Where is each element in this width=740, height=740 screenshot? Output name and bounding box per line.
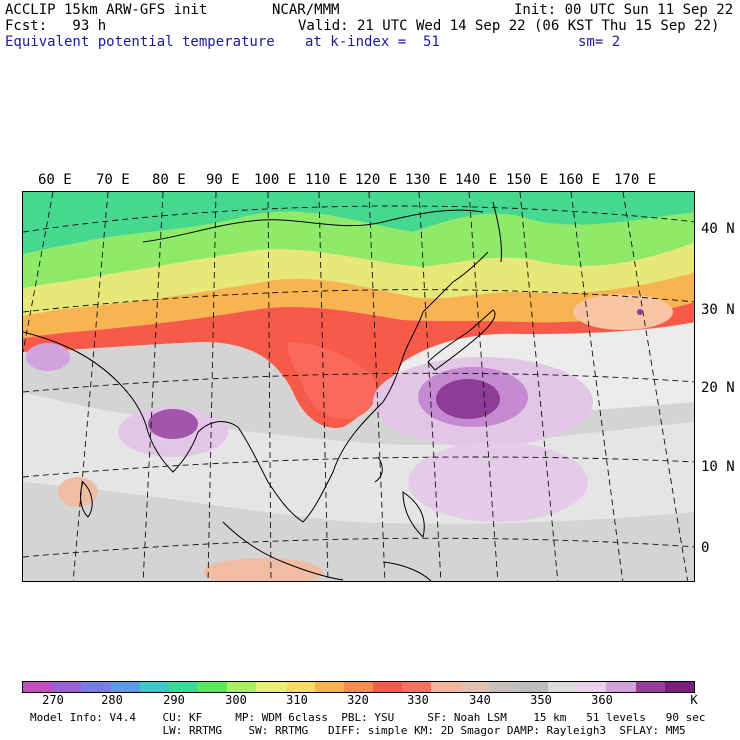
model-title: ACCLIP 15km ARW-GFS init [5,2,208,18]
colorbar-segment [198,682,228,692]
colorbar-label: 330 [407,693,429,707]
colorbar-label: 320 [347,693,369,707]
lat-label: 20 N [701,380,735,396]
lat-label: 0 [701,540,710,556]
colorbar-label: 280 [101,693,123,707]
colorbar-segment [548,682,578,692]
lon-label: 130 E [405,172,448,188]
colorbar-segment [460,682,490,692]
colorbar-segment [168,682,199,692]
colorbar-segment [606,682,636,692]
colorbar-unit: K [690,693,698,707]
valid-time: Valid: 21 UTC Wed 14 Sep 22 (06 KST Thu … [298,18,720,34]
map-panel [22,191,695,582]
colorbar-segment [577,682,607,692]
lat-label: 10 N [701,459,735,475]
forecast-hour: Fcst: 93 h [5,18,107,34]
lon-label: 140 E [455,172,498,188]
init-time: Init: 00 UTC Sun 11 Sep 22 [514,2,734,18]
colorbar-segment [664,682,694,692]
colorbar-segment [402,682,432,692]
colorbar-segment [635,682,665,692]
colorbar-segment [314,682,344,692]
lon-label: 170 E [614,172,657,188]
colorbar-segment [110,682,140,692]
lon-label: 60 E [38,172,72,188]
colorbar-segment [23,682,53,692]
colorbar-segment [227,682,257,692]
lat-label: 40 N [701,221,735,237]
colorbar-segment [52,682,82,692]
footer-model-info: Model Info: V4.4 CU: KF MP: WDM 6class P… [30,711,706,724]
colorbar-segment [139,682,169,692]
lon-label: 150 E [506,172,549,188]
lon-label: 90 E [206,172,240,188]
field-name: Equivalent potential temperature [5,34,275,50]
colorbar-label: 310 [286,693,308,707]
footer-physics-info: LW: RRTMG SW: RRTMG DIFF: simple KM: 2D … [30,724,686,737]
colorbar-segment [431,682,461,692]
lon-label: 80 E [152,172,186,188]
lon-label: 110 E [305,172,348,188]
colorbar-segment [518,682,549,692]
colorbar-segment [256,682,286,692]
center-label: NCAR/MMM [272,2,340,18]
colorbar-label: 350 [530,693,552,707]
colorbar-segment [343,682,374,692]
lon-label: 70 E [96,172,130,188]
lon-label: 100 E [254,172,297,188]
colorbar [22,681,695,693]
colorbar-segment [285,682,315,692]
colorbar-label: 300 [225,693,247,707]
lon-label: 120 E [355,172,398,188]
colorbar-segment [81,682,111,692]
lat-label: 30 N [701,302,735,318]
colorbar-label: 340 [469,693,491,707]
smoothing-label: sm= 2 [578,34,621,50]
colorbar-segment [373,682,403,692]
level-label: at k-index = 51 [305,34,440,50]
colorbar-label: 290 [163,693,185,707]
lon-label: 160 E [558,172,601,188]
colorbar-label: 270 [42,693,64,707]
theta-e-field [23,192,694,581]
colorbar-label: 360 [591,693,613,707]
colorbar-segment [489,682,519,692]
